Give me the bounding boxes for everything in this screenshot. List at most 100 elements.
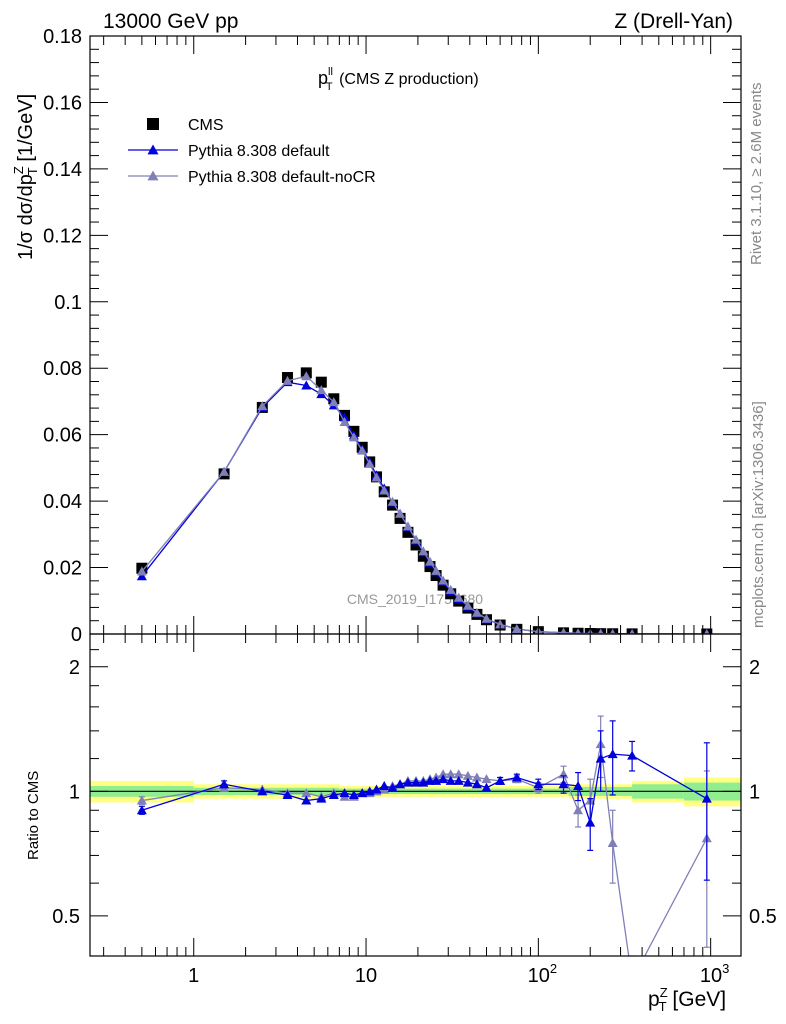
ylabel-main-text: 1/σ dσ/dp <box>15 174 37 260</box>
series-point <box>387 496 398 506</box>
series-point <box>438 575 449 585</box>
x-tick-label-base: 1 <box>188 965 199 987</box>
ratio-point <box>595 753 606 763</box>
ratio-point <box>339 788 350 798</box>
ratio-point <box>627 750 638 760</box>
series-point <box>495 619 506 629</box>
y-tick-label-main: 0.06 <box>43 425 82 447</box>
series-point <box>424 556 435 566</box>
x-tick-label-exp: 3 <box>722 961 729 976</box>
series-point <box>574 628 582 634</box>
y-tick-label-main: 0 <box>71 624 82 646</box>
header-right: Z (Drell-Yan) <box>614 10 733 33</box>
y-tick-label-ratio: 1 <box>69 781 80 803</box>
legend: CMS Pythia 8.308 default Pythia 8.308 defa… <box>128 117 376 186</box>
series-point <box>462 600 473 610</box>
series-point <box>379 485 390 495</box>
ratio-point <box>573 805 584 815</box>
y-tick-label-main: 0.08 <box>43 358 82 380</box>
y-tick-label-main: 0.16 <box>43 92 82 114</box>
ratio-point <box>607 838 618 848</box>
series-point <box>219 466 230 476</box>
ratio-point <box>462 777 473 787</box>
y-tick-label-main: 0.14 <box>43 159 82 181</box>
ylabel-ratio: Ratio to CMS <box>25 771 42 860</box>
series-point <box>301 371 312 381</box>
series-point <box>364 458 375 468</box>
y-tick-label-ratio: 0.5 <box>52 906 80 928</box>
x-tick-label: 103 <box>700 961 729 987</box>
ratio-point <box>411 777 422 787</box>
ratio-point <box>445 769 456 779</box>
cms-point <box>410 539 422 551</box>
y-tick-label-ratio-right: 1 <box>749 781 760 803</box>
ratio-point <box>387 782 398 792</box>
ratio-point <box>511 772 522 782</box>
ratio-point <box>471 779 482 789</box>
series-point <box>609 628 616 634</box>
y-tick-label-main: 0.12 <box>43 225 82 247</box>
plot-title: pll T (CMS Z production) <box>318 66 479 93</box>
series-point <box>136 571 147 581</box>
plot-title-rest: (CMS Z production) <box>335 71 479 88</box>
y-tick-label-ratio: 2 <box>69 657 80 679</box>
y-tick-label-main: 0.1 <box>54 292 82 314</box>
legend-item: Pythia 8.308 default <box>128 143 330 160</box>
ratio-frame <box>89 633 742 957</box>
y-tick-label-main: 0.18 <box>43 26 82 48</box>
ratio-point <box>357 788 368 798</box>
side-mcplots: mcplots.cern.ch [arXiv:1306.3436] <box>750 401 767 628</box>
series-point <box>471 607 482 617</box>
y-tick-label-ratio-right: 2 <box>749 657 760 679</box>
series-point <box>282 375 293 385</box>
ylabel-main-sup: Z <box>11 166 26 174</box>
series-point <box>339 417 350 427</box>
series-point <box>511 624 522 634</box>
ratio-point <box>438 769 449 779</box>
ratio-point <box>471 772 482 782</box>
x-tick-label-base: 10 <box>528 965 550 987</box>
y-tick-label-ratio-right: 0.5 <box>749 906 777 928</box>
ratio-point <box>573 781 584 791</box>
ratio-point <box>627 975 637 984</box>
plot-title-sub: T <box>326 81 333 93</box>
series-point <box>395 508 406 518</box>
ratio-point <box>136 795 147 805</box>
ratio-point <box>316 793 327 803</box>
legend-marker-triangle <box>147 144 159 155</box>
ratio-point <box>257 786 268 796</box>
ratio-point <box>481 774 492 784</box>
cms-point <box>394 512 406 524</box>
series-point <box>418 546 429 556</box>
frames: 1 10 102 10300.020.040.060.080.10.120.140.1… <box>43 26 777 987</box>
ratio-point <box>558 779 569 789</box>
series-nocr <box>136 371 710 634</box>
ratio-series <box>136 715 712 984</box>
ylabel-main-sub: T <box>25 167 40 175</box>
ratio-point <box>701 793 712 803</box>
legend-marker-triangle <box>147 170 159 181</box>
x-tick-label: 1 <box>188 965 199 987</box>
xlabel: pZ T [GeV] <box>648 985 726 1014</box>
series-point <box>560 627 568 634</box>
series-point <box>402 521 413 531</box>
ratio-series-nocr <box>136 715 712 984</box>
plot-title-p: p <box>318 68 328 88</box>
ylabel-main-unit: [1/GeV] <box>15 94 37 167</box>
legend-item: Pythia 8.308 default-noCR <box>128 169 376 186</box>
x-tick-label-base: 10 <box>700 965 722 987</box>
x-tick-label: 102 <box>528 961 557 987</box>
ratio-point <box>395 779 406 789</box>
ratio-point <box>607 749 618 759</box>
ratio-point <box>379 781 390 791</box>
series-point <box>339 412 350 422</box>
cms-point <box>402 526 414 538</box>
ratio-point <box>371 784 382 794</box>
ratio-point <box>495 775 506 785</box>
series-point <box>328 397 339 407</box>
cms-point <box>315 376 327 388</box>
plot-title-sup: ll <box>328 66 333 78</box>
series-point <box>629 628 635 634</box>
series-point <box>597 628 604 634</box>
